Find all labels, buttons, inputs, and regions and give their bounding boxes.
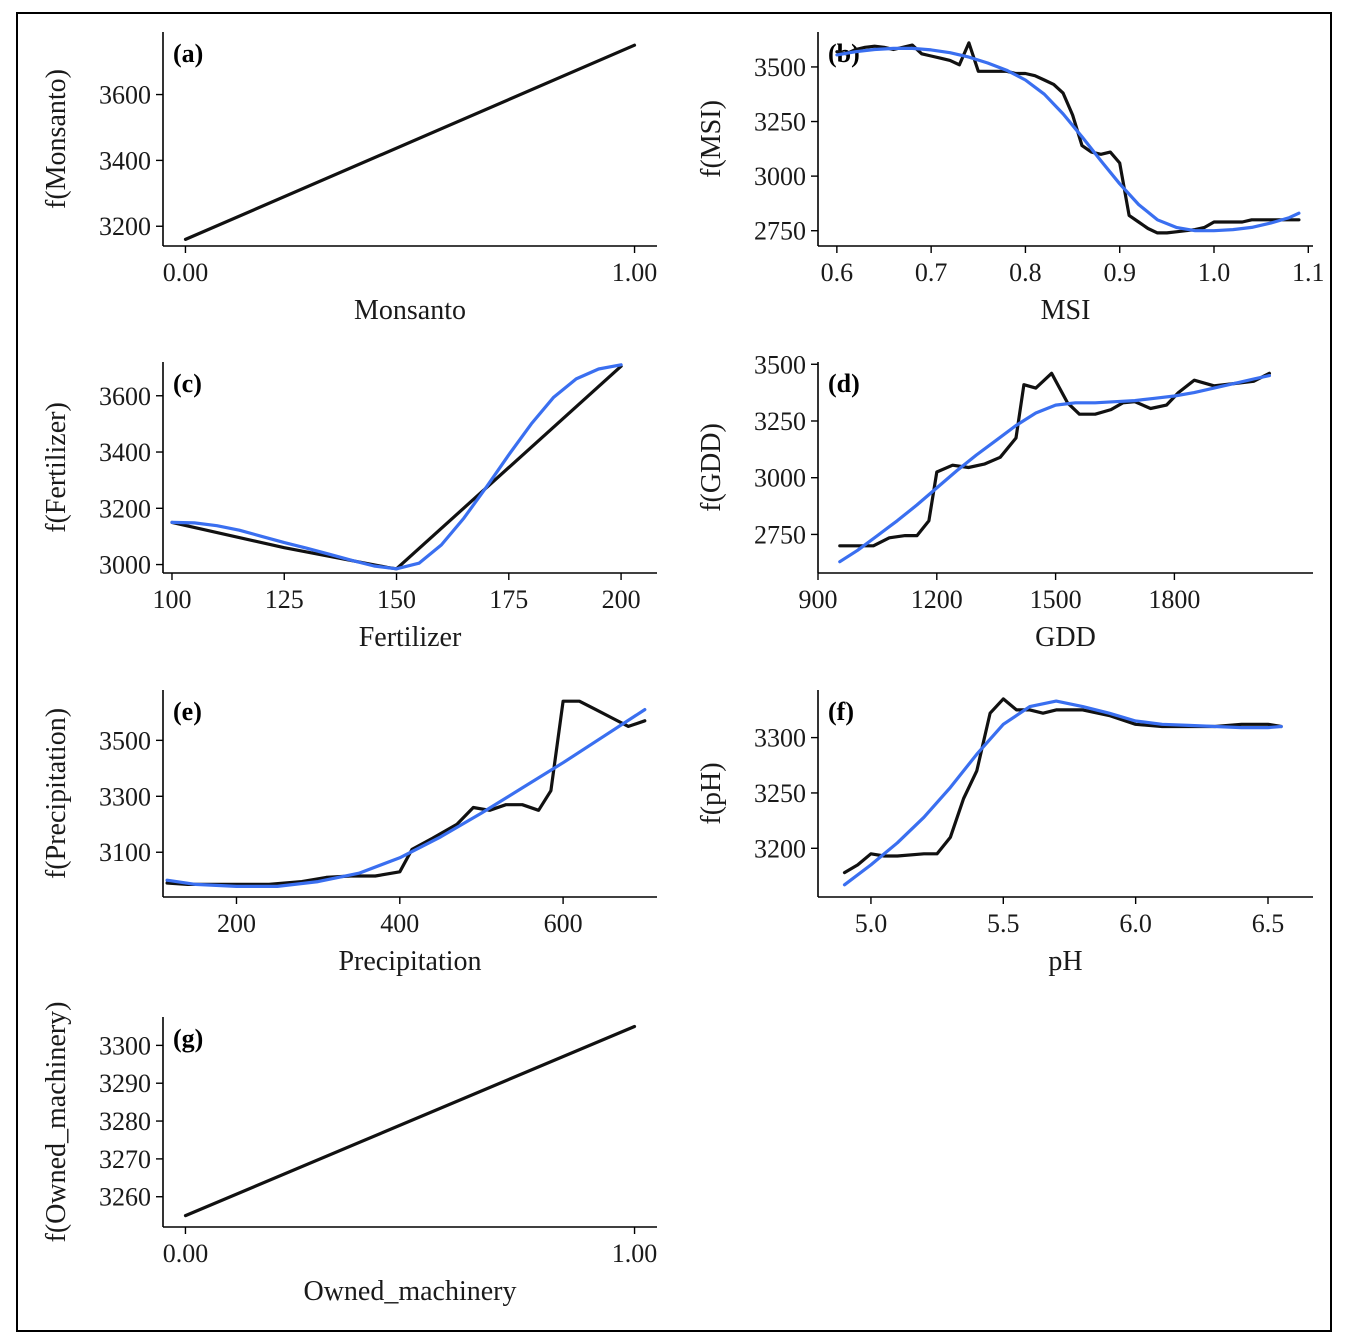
x-axis-title: Owned_machinery [303, 1276, 516, 1307]
y-tick-label: 3500 [754, 350, 806, 379]
series-line-partial-dependence [165, 699, 647, 887]
x-tick-label: 1800 [1148, 585, 1200, 614]
x-tick-label: 600 [544, 909, 583, 938]
panel-c: 100 125 150 175 200 3000 3200 3400 3600 Fertilize… [41, 362, 657, 653]
series-line-partial-dependence [183, 43, 637, 241]
x-tick-label: 0.7 [915, 258, 948, 287]
x-tick-label: 125 [265, 585, 304, 614]
panel-tag: (a) [173, 39, 203, 68]
x-tick-label: 1.0 [1198, 258, 1231, 287]
panel-tag: (g) [173, 1024, 203, 1053]
y-tick-label: 3270 [99, 1145, 151, 1174]
panel-b: 0.6 0.7 0.8 0.9 1.0 1.1 2750 3000 3250 3500 MSI f(M… [696, 32, 1325, 326]
y-tick-label: 3300 [99, 1031, 151, 1060]
y-axis-title: f(Monsanto) [41, 69, 72, 209]
x-tick-label: 1.00 [612, 258, 658, 287]
x-tick-label: 6.5 [1252, 909, 1285, 938]
panels: 0.00 1.00 3200 3400 3600 Monsanto f(Monsanto) (… [41, 32, 1325, 1307]
series-line-partial-dependence [838, 371, 1272, 548]
x-tick-label: 1200 [911, 585, 963, 614]
x-tick-label: 900 [799, 585, 838, 614]
y-tick-label: 3100 [99, 838, 151, 867]
series-line-smoothed [838, 374, 1272, 564]
y-tick-label: 3600 [99, 382, 151, 411]
panel-tag: (c) [173, 369, 202, 398]
x-tick-label: 0.8 [1009, 258, 1042, 287]
y-axis-title: f(MSI) [696, 100, 727, 178]
x-tick-label: 6.0 [1119, 909, 1152, 938]
panel-tag: (f) [828, 697, 854, 726]
y-axis-title: f(Precipitation) [41, 708, 72, 879]
x-tick-label: 175 [489, 585, 528, 614]
x-tick-label: 5.0 [855, 909, 888, 938]
y-tick-label: 3200 [754, 834, 806, 863]
y-tick-label: 3600 [99, 81, 151, 110]
y-axis-title: f(pH) [696, 762, 727, 824]
x-tick-label: 0.00 [163, 258, 209, 287]
y-tick-label: 3300 [754, 724, 806, 753]
y-tick-label: 2750 [754, 520, 806, 549]
y-tick-label: 3280 [99, 1107, 151, 1136]
y-tick-label: 3500 [99, 726, 151, 755]
y-tick-label: 3250 [754, 779, 806, 808]
series-line-smoothed [165, 707, 647, 889]
panel-tag: (e) [173, 697, 202, 726]
y-tick-label: 3000 [754, 464, 806, 493]
series-line-smoothed [835, 46, 1301, 233]
x-tick-label: 0.00 [163, 1239, 209, 1268]
panel-e: 200 400 600 3100 3300 3500 Precipitation f(Prec… [41, 690, 657, 977]
x-tick-label: 200 [602, 585, 641, 614]
y-tick-label: 2750 [754, 217, 806, 246]
x-axis-title: pH [1048, 946, 1082, 977]
y-axis-title: f(Fertilizer) [41, 402, 72, 533]
series-line-partial-dependence [183, 1024, 637, 1218]
y-tick-label: 3000 [99, 551, 151, 580]
y-tick-label: 3200 [99, 494, 151, 523]
y-tick-label: 3500 [754, 53, 806, 82]
y-tick-label: 3300 [99, 782, 151, 811]
series-line-smoothed [170, 363, 623, 571]
x-tick-label: 5.5 [987, 909, 1020, 938]
y-tick-label: 3250 [754, 108, 806, 137]
panel-a: 0.00 1.00 3200 3400 3600 Monsanto f(Monsanto) (… [41, 32, 657, 326]
panel-tag: (d) [828, 369, 860, 398]
y-tick-label: 3290 [99, 1069, 151, 1098]
y-tick-label: 3000 [754, 162, 806, 191]
y-tick-label: 3400 [99, 146, 151, 175]
x-tick-label: 150 [377, 585, 416, 614]
x-axis-title: Monsanto [354, 295, 466, 326]
y-axis-title: f(GDD) [696, 423, 727, 512]
y-tick-label: 3250 [754, 407, 806, 436]
panel-g: 0.00 1.00 3260 3270 3280 3290 3300 Owned_machin… [41, 1001, 657, 1307]
series-line-partial-dependence [835, 41, 1301, 235]
panel-f: 5.0 5.5 6.0 6.5 3200 3250 3300 pH f(pH) (f) [696, 690, 1313, 977]
x-tick-label: 400 [380, 909, 419, 938]
x-tick-label: 100 [152, 585, 191, 614]
y-tick-label: 3400 [99, 438, 151, 467]
figure-frame [16, 12, 1332, 1332]
x-tick-label: 0.6 [821, 258, 854, 287]
x-tick-label: 0.9 [1103, 258, 1136, 287]
x-axis-title: Precipitation [338, 946, 481, 977]
x-tick-label: 1500 [1030, 585, 1082, 614]
x-tick-label: 1.00 [612, 1239, 658, 1268]
y-tick-label: 3260 [99, 1183, 151, 1212]
y-tick-label: 3200 [99, 212, 151, 241]
series-line-smoothed [842, 699, 1283, 887]
x-axis-title: MSI [1041, 295, 1091, 326]
y-axis-title: f(Owned_machinery) [41, 1001, 72, 1242]
x-axis-title: Fertilizer [359, 622, 462, 653]
panel-d: 900 1200 1500 1800 2750 3000 3250 3500 GDD f(GDD)… [696, 350, 1313, 653]
x-axis-title: GDD [1035, 622, 1096, 653]
x-tick-label: 1.1 [1292, 258, 1325, 287]
x-tick-label: 200 [217, 909, 256, 938]
